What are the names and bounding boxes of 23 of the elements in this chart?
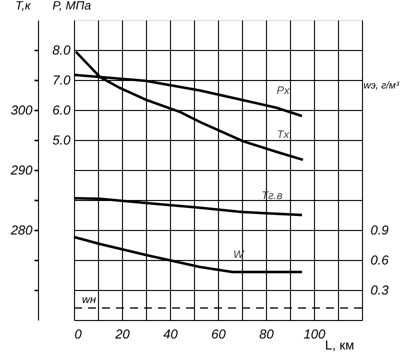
x-tick-label: 0 <box>74 326 82 342</box>
y2-tick-label: 6.0 <box>52 102 72 118</box>
y-axis-title: T,к <box>15 0 32 12</box>
y2-tick-label: 8.0 <box>52 42 72 58</box>
ref-line-label: wн <box>82 294 96 306</box>
y3-tick-label: 0.6 <box>370 252 390 268</box>
x-tick-label: 80 <box>259 326 274 342</box>
series-label: Tх <box>276 129 290 141</box>
y3-tick-label: 0.9 <box>370 222 389 238</box>
x-axis-title: L, км <box>325 338 354 352</box>
y2-tick-label: 5.0 <box>52 132 72 148</box>
y-tick-label: 280 <box>10 222 34 238</box>
x-tick-label: 20 <box>114 326 130 342</box>
x-tick-label: 100 <box>304 326 326 342</box>
series-label: Pх <box>276 84 290 97</box>
y3-axis-title: wэ, г/м³ <box>364 80 400 92</box>
y2-tick-label: 7.0 <box>52 72 72 88</box>
y-tick-label: 290 <box>10 162 34 178</box>
y3-tick-label: 0.3 <box>370 282 390 298</box>
x-tick-label: 40 <box>163 326 178 342</box>
x-tick-label: 60 <box>211 326 226 342</box>
y-tick-label: 300 <box>10 102 34 118</box>
y2-axis-title: P, МПа <box>52 0 92 12</box>
